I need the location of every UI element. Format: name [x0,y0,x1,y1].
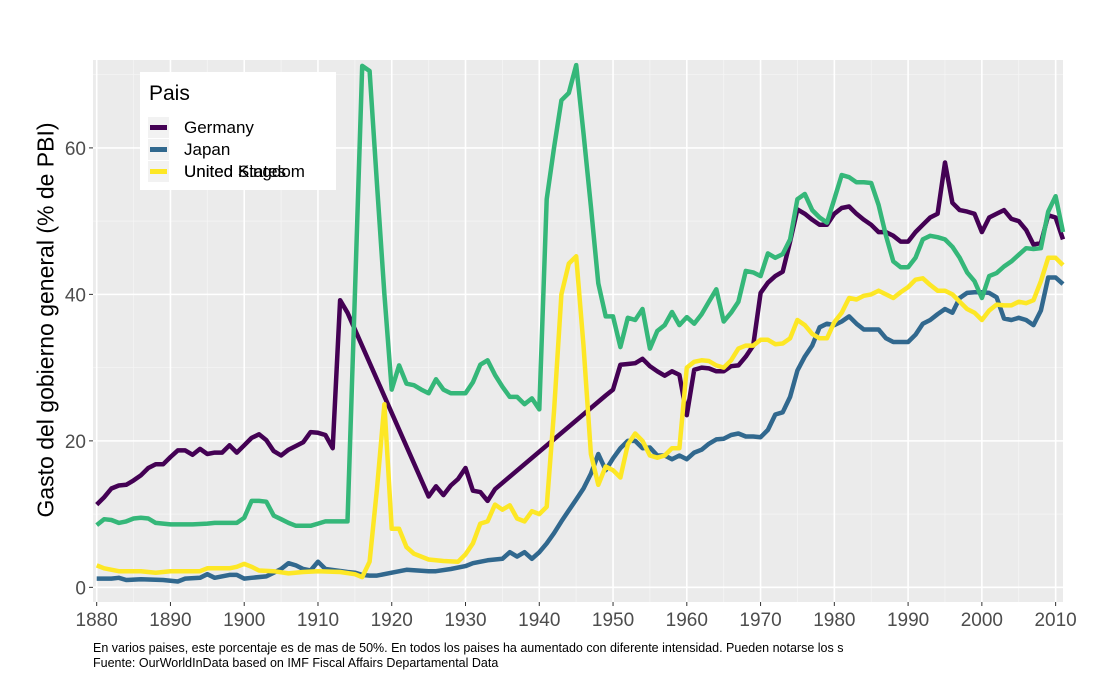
x-tick-label: 1940 [518,610,560,631]
legend: Pais Germany Japan United Kingdom [140,72,336,190]
legend-item-united-states: United States [148,161,333,183]
y-tick-label: 20 [65,432,86,453]
legend-label: Japan [184,140,231,159]
x-tick-label: 1900 [223,610,265,631]
caption-source: Fuente: OurWorldInData based on IMF Fisc… [93,656,499,670]
legend-label: Germany [184,118,254,137]
series-lines [95,62,1066,584]
x-tick-label: 1960 [666,610,708,631]
legend-label: United States [184,162,287,181]
x-tick-label: 1970 [739,610,781,631]
x-tick-label: 1950 [592,610,634,631]
x-tick-label: 1990 [887,610,929,631]
legend-key-united-states [148,161,169,182]
x-tick-label: 1920 [371,610,413,631]
legend-key-germany [148,117,169,138]
y-tick-label: 40 [65,285,86,306]
x-tick-label: 2000 [961,610,1003,631]
y-tick-label: 0 [75,578,86,599]
legend-item-germany: Germany [148,117,333,139]
x-tick-label: 2010 [1034,610,1076,631]
legend-item-japan: Japan [148,139,333,161]
x-tick-label: 1980 [813,610,855,631]
series-line-germany [95,160,1066,507]
series-line-united-states [95,254,1065,580]
caption-note: En varios paises, este porcentaje es de … [93,641,844,655]
legend-key-japan [148,139,169,160]
x-tick-label: 1930 [444,610,486,631]
y-axis: 0 20 40 60 [65,139,93,599]
y-axis-title: Gasto del gobierno general (% de PBI) [32,122,59,518]
x-tick-label: 1880 [76,610,118,631]
series-line-united-kingdom [95,62,1066,529]
x-tick-label: 1890 [149,610,191,631]
legend-title: Pais [149,82,190,105]
y-tick-label: 60 [65,139,86,160]
x-tick-label: 1910 [297,610,339,631]
legend-label: United Kingdom [184,162,305,181]
x-axis: 1880 1890 1900 1910 1920 1930 1940 1950 1960 1970… [76,602,1077,631]
